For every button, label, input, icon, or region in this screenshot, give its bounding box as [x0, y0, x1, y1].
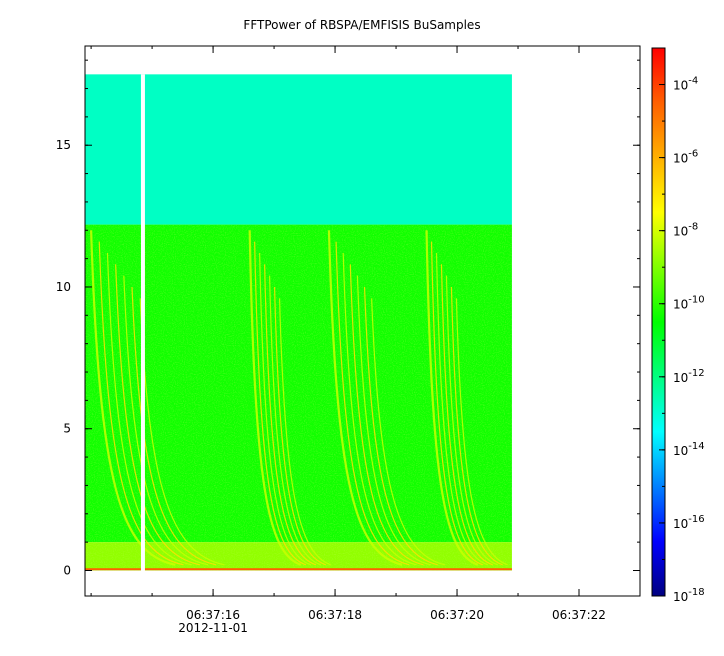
- y-tick-label: 5: [63, 422, 71, 436]
- chorus-element-3: [425, 230, 508, 566]
- y-tick-label: 0: [63, 563, 71, 577]
- baseline-stripe: [85, 568, 512, 571]
- colorbar-tick-label: 10-6: [673, 149, 698, 166]
- chorus-element-1: [248, 230, 331, 566]
- y-axis: 0 5 10 15: [56, 59, 640, 577]
- chorus-element-0: [89, 230, 225, 566]
- y-tick-label: 10: [56, 280, 71, 294]
- x-tick-label: 06:37:20: [430, 608, 484, 622]
- data-gap: [140, 74, 145, 571]
- x-date-label: 2012-11-01: [178, 621, 248, 635]
- plot-frame: [84, 45, 641, 597]
- colorbar-tick-label: 10-18: [673, 587, 705, 604]
- chorus-element-2: [327, 230, 445, 566]
- spectral-band-0: [85, 74, 512, 225]
- plot-area: [85, 74, 512, 571]
- x-tick-label: 06:37:22: [552, 608, 606, 622]
- colorbar-tick-label: 10-14: [673, 441, 705, 458]
- x-axis: 06:37:16 06:37:18 06:37:20 06:37:22 2012-11-…: [90, 46, 641, 635]
- colorbar-tick-label: 10-10: [673, 295, 705, 312]
- x-tick-label: 06:37:16: [186, 608, 240, 622]
- colorbar-scale: [651, 47, 666, 597]
- y-tick-label: 15: [56, 138, 71, 152]
- x-tick-label: 06:37:18: [308, 608, 362, 622]
- colorbar-tick-label: 10-4: [673, 76, 698, 93]
- colorbar-tick-label: 10-12: [673, 368, 705, 385]
- colorbar-tick-label: 10-8: [673, 222, 698, 239]
- colorbar: 10-18 10-16 10-14 10-12 10-10 10-8 10-6 10-4: [651, 47, 705, 604]
- colorbar-tick-label: 10-16: [673, 514, 705, 531]
- chart-title: FFTPower of RBSPA/EMFISIS BuSamples: [243, 18, 481, 32]
